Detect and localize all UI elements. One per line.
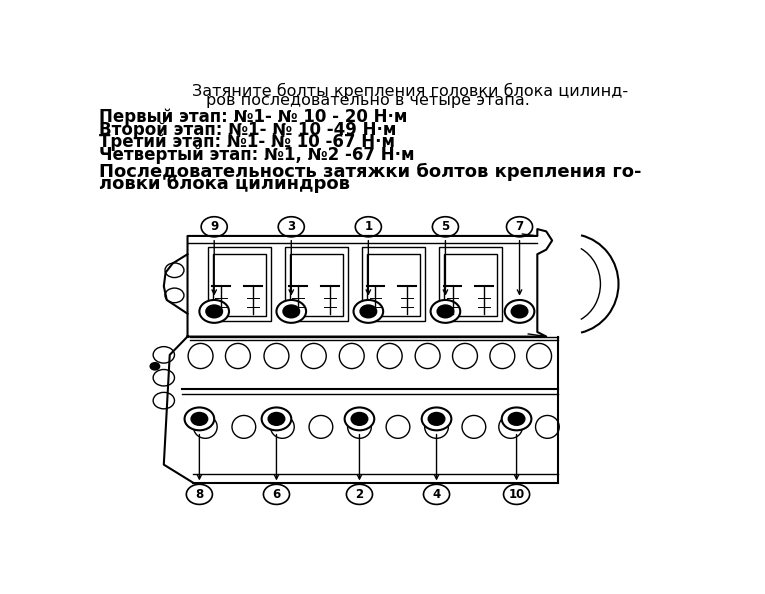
Ellipse shape xyxy=(425,415,448,438)
Circle shape xyxy=(276,300,306,323)
Text: Второй этап: №1- № 10 -49 Н·м: Второй этап: №1- № 10 -49 Н·м xyxy=(99,121,396,138)
Ellipse shape xyxy=(271,415,295,438)
Circle shape xyxy=(187,484,213,504)
Ellipse shape xyxy=(194,415,217,438)
Ellipse shape xyxy=(536,415,559,438)
Circle shape xyxy=(360,305,376,318)
Ellipse shape xyxy=(188,343,213,368)
Circle shape xyxy=(165,288,184,303)
Circle shape xyxy=(191,412,207,425)
Bar xyxy=(363,247,425,321)
Circle shape xyxy=(201,217,227,237)
Ellipse shape xyxy=(340,343,364,368)
Text: Первый этап: №1- № 10 - 20 Н·м: Первый этап: №1- № 10 - 20 Н·м xyxy=(99,108,407,126)
Circle shape xyxy=(283,305,300,318)
Text: 8: 8 xyxy=(195,488,203,501)
Text: 1: 1 xyxy=(364,220,373,233)
Circle shape xyxy=(505,300,534,323)
Circle shape xyxy=(269,412,285,425)
Text: ловки блока цилиндров: ловки блока цилиндров xyxy=(99,175,350,193)
Circle shape xyxy=(150,362,160,370)
Ellipse shape xyxy=(499,415,522,438)
Circle shape xyxy=(508,412,525,425)
Circle shape xyxy=(278,217,304,237)
Ellipse shape xyxy=(415,343,440,368)
Circle shape xyxy=(200,300,229,323)
Bar xyxy=(208,247,271,321)
Circle shape xyxy=(351,412,368,425)
Text: ров последовательно в четыре этапа.: ров последовательно в четыре этапа. xyxy=(207,93,530,108)
Circle shape xyxy=(422,407,451,430)
Circle shape xyxy=(437,305,454,318)
Circle shape xyxy=(347,484,373,504)
Circle shape xyxy=(511,305,528,318)
Ellipse shape xyxy=(453,343,477,368)
Circle shape xyxy=(424,484,450,504)
Text: Затяните болты крепления головки блока цилинд-: Затяните болты крепления головки блока ц… xyxy=(192,83,628,99)
Circle shape xyxy=(165,263,184,277)
Ellipse shape xyxy=(490,343,515,368)
Circle shape xyxy=(153,393,174,409)
Text: 3: 3 xyxy=(287,220,295,233)
Bar xyxy=(213,254,265,316)
Circle shape xyxy=(502,407,532,430)
Circle shape xyxy=(431,300,461,323)
Circle shape xyxy=(184,407,214,430)
Circle shape xyxy=(428,412,444,425)
Circle shape xyxy=(432,217,458,237)
Circle shape xyxy=(206,305,223,318)
Circle shape xyxy=(262,407,291,430)
Bar xyxy=(439,247,502,321)
Bar xyxy=(367,254,420,316)
Circle shape xyxy=(503,484,529,504)
Text: 6: 6 xyxy=(272,488,281,501)
Text: 9: 9 xyxy=(210,220,218,233)
Ellipse shape xyxy=(232,415,256,438)
Ellipse shape xyxy=(301,343,326,368)
Text: 10: 10 xyxy=(509,488,525,501)
Ellipse shape xyxy=(377,343,402,368)
Circle shape xyxy=(353,300,383,323)
Ellipse shape xyxy=(264,343,289,368)
Text: 5: 5 xyxy=(441,220,450,233)
Ellipse shape xyxy=(462,415,486,438)
Text: 4: 4 xyxy=(432,488,441,501)
Bar xyxy=(285,247,347,321)
Text: Третий этап: №1- № 10 -67 Н·м: Третий этап: №1- № 10 -67 Н·м xyxy=(99,134,395,151)
Ellipse shape xyxy=(309,415,333,438)
Ellipse shape xyxy=(526,343,552,368)
Text: Последовательность затяжки болтов крепления го-: Последовательность затяжки болтов крепле… xyxy=(99,163,641,181)
Text: 2: 2 xyxy=(356,488,363,501)
Bar xyxy=(444,254,497,316)
Circle shape xyxy=(355,217,382,237)
Ellipse shape xyxy=(386,415,410,438)
Circle shape xyxy=(153,347,174,363)
Ellipse shape xyxy=(226,343,250,368)
Circle shape xyxy=(263,484,289,504)
Circle shape xyxy=(153,369,174,386)
Ellipse shape xyxy=(347,415,371,438)
Bar xyxy=(290,254,343,316)
Circle shape xyxy=(344,407,374,430)
Circle shape xyxy=(506,217,532,237)
Text: 7: 7 xyxy=(516,220,523,233)
Text: Четвертый этап: №1, №2 -67 Н·м: Четвертый этап: №1, №2 -67 Н·м xyxy=(99,146,414,165)
